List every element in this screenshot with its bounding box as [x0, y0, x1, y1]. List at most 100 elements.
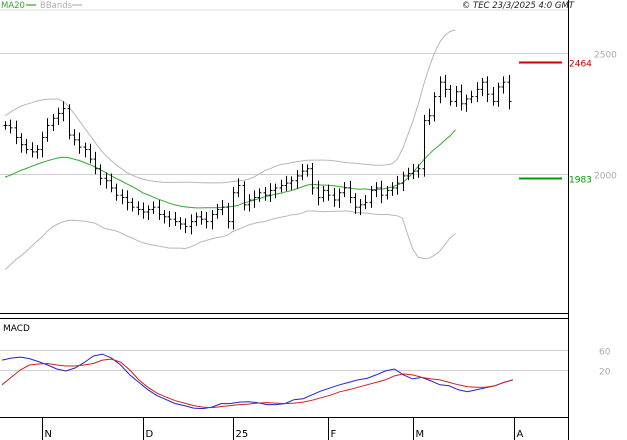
- ohlc-bar: [485, 76, 490, 103]
- price-bars: [3, 74, 512, 235]
- ohlc-bar: [475, 82, 480, 103]
- upper-band-line: [4, 29, 456, 184]
- ohlc-bar: [305, 164, 310, 177]
- ohlc-bar: [40, 131, 45, 158]
- bollinger-bands: [4, 29, 456, 271]
- x-tick-label: D: [146, 429, 154, 440]
- copyright-text: © TEC 23/3/2025 4:0 GMT: [462, 1, 575, 11]
- ohlc-bar: [35, 145, 40, 159]
- ohlc-bar: [363, 195, 368, 210]
- ohlc-bar: [427, 108, 432, 125]
- macd-series: [1, 353, 514, 410]
- ohlc-bar: [337, 188, 342, 208]
- ohlc-bar: [30, 142, 35, 158]
- ohlc-bar: [72, 129, 77, 146]
- ohlc-bar: [136, 201, 141, 216]
- legend: MA20 BBands: [1, 1, 82, 11]
- ohlc-bar: [151, 201, 156, 214]
- ohlc-bar: [51, 113, 56, 131]
- x-axis: N D 25 F M A: [42, 418, 524, 440]
- ohlc-bar: [310, 162, 315, 195]
- ohlc-bar: [326, 184, 331, 201]
- ohlc-bar: [443, 74, 448, 98]
- ohlc-bar: [162, 210, 167, 224]
- price-gridlines: [0, 53, 568, 175]
- ohlc-bar: [242, 181, 247, 211]
- ohlc-bar: [210, 210, 215, 230]
- ohlc-bar: [480, 77, 485, 97]
- ohlc-bar: [215, 203, 220, 219]
- ohlc-bar: [358, 199, 363, 216]
- ohlc-bar: [120, 189, 125, 205]
- macd-y-tick-label: 60: [599, 348, 611, 358]
- ohlc-bar: [395, 175, 400, 195]
- ohlc-bar: [67, 104, 72, 140]
- ohlc-bar: [501, 76, 506, 94]
- ohlc-bar: [416, 164, 421, 178]
- ohlc-bar: [464, 94, 469, 112]
- lower-band-line: [4, 210, 456, 271]
- ohlc-bar: [459, 84, 464, 111]
- ohlc-bar: [98, 164, 103, 186]
- ohlc-bar: [507, 74, 512, 110]
- macd-line: [1, 353, 514, 410]
- ohlc-bar: [24, 138, 29, 154]
- ohlc-bar: [114, 183, 119, 201]
- ohlc-bar: [332, 187, 337, 207]
- signal-line: [1, 358, 514, 409]
- ohlc-bar: [109, 173, 114, 193]
- ohlc-bar: [167, 211, 172, 228]
- ohlc-bar: [173, 212, 178, 226]
- ohlc-bar: [448, 85, 453, 106]
- ohlc-bar: [279, 179, 284, 193]
- ohlc-bar: [247, 194, 252, 212]
- price-y-tick-label: 2500: [594, 51, 617, 61]
- ohlc-bar: [284, 175, 289, 192]
- ohlc-bar: [19, 133, 24, 153]
- ohlc-bar: [77, 132, 82, 154]
- ohlc-bar: [61, 101, 66, 122]
- ohlc-bar: [369, 186, 374, 208]
- macd-gridlines: [0, 350, 568, 371]
- ohlc-bar: [141, 202, 146, 219]
- ohlc-bar: [104, 172, 109, 189]
- ohlc-bar: [93, 151, 98, 175]
- ohlc-bar: [257, 188, 262, 202]
- ohlc-bar: [146, 205, 151, 220]
- ohlc-bar: [189, 214, 194, 235]
- ohlc-bar: [385, 186, 390, 200]
- ohlc-bar: [83, 142, 88, 158]
- ohlc-bar: [183, 218, 188, 234]
- macd-y-tick-label: 20: [599, 368, 611, 378]
- ohlc-bar: [438, 76, 443, 104]
- ohlc-bar: [3, 121, 8, 130]
- ohlc-bar: [8, 119, 13, 134]
- x-tick-label: A: [517, 429, 524, 440]
- ohlc-bar: [432, 92, 437, 122]
- ohlc-bar: [353, 193, 358, 214]
- ohlc-bar: [125, 190, 130, 211]
- ohlc-bar: [220, 199, 225, 216]
- ohlc-bar: [14, 120, 19, 145]
- price-level-label: 1983: [569, 176, 592, 186]
- ohlc-bar: [491, 86, 496, 106]
- ohlc-bar: [252, 190, 257, 208]
- price-level-label: 2464: [569, 60, 592, 70]
- ohlc-bar: [194, 212, 199, 226]
- ohlc-bar: [204, 212, 209, 229]
- ohlc-bar: [406, 167, 411, 181]
- ohlc-bar: [342, 182, 347, 198]
- x-tick-label: 25: [236, 429, 249, 440]
- price-y-tick-label: 2000: [594, 172, 617, 182]
- legend-bbands: BBands: [40, 1, 73, 11]
- legend-ma20: MA20: [1, 1, 25, 11]
- ohlc-bar: [390, 182, 395, 196]
- ohlc-bar: [374, 182, 379, 198]
- ohlc-bar: [289, 176, 294, 190]
- ohlc-bar: [199, 211, 204, 225]
- ohlc-bar: [88, 143, 93, 164]
- ohlc-bar: [295, 170, 300, 189]
- ohlc-bar: [469, 90, 474, 104]
